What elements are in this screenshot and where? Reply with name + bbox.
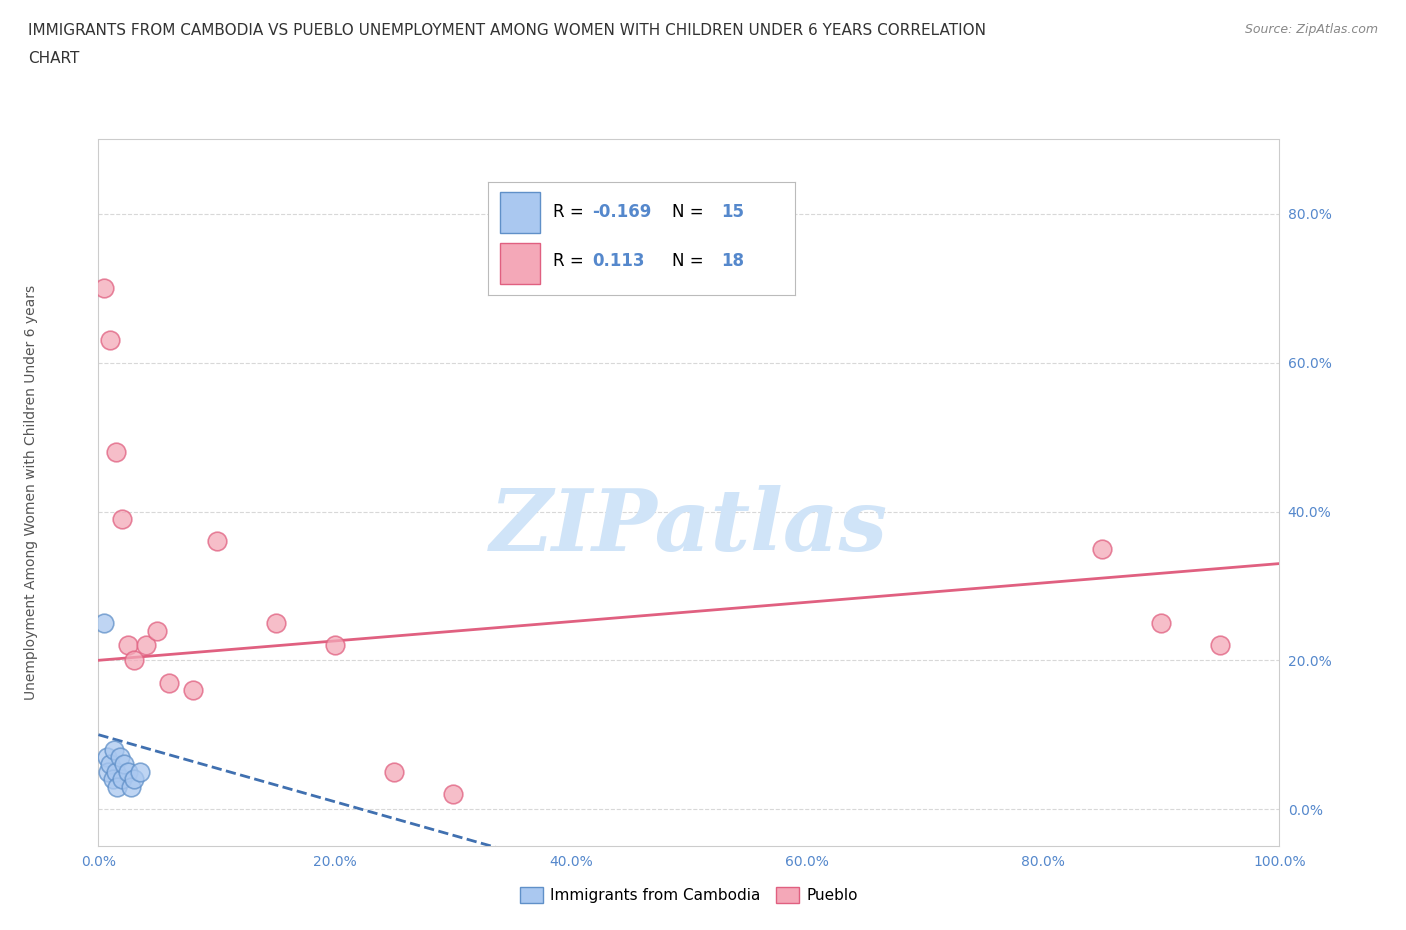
- Point: [117, 764, 139, 779]
- Point: [105, 779, 128, 794]
- Point: [111, 512, 134, 526]
- FancyBboxPatch shape: [501, 193, 540, 232]
- Point: [111, 772, 134, 787]
- Point: [105, 764, 128, 779]
- Text: -0.169: -0.169: [592, 204, 652, 221]
- Point: [121, 779, 143, 794]
- Point: [101, 772, 124, 787]
- Text: Unemployment Among Women with Children Under 6 years: Unemployment Among Women with Children U…: [24, 286, 38, 700]
- Point: [441, 787, 464, 802]
- Point: [1150, 616, 1173, 631]
- Point: [264, 616, 287, 631]
- Point: [108, 750, 131, 764]
- Text: N =: N =: [672, 252, 709, 270]
- Point: [97, 764, 120, 779]
- Point: [112, 757, 135, 772]
- Point: [103, 742, 125, 757]
- Point: [98, 757, 121, 772]
- Point: [93, 616, 115, 631]
- Point: [105, 445, 128, 459]
- Point: [1091, 541, 1114, 556]
- Text: Source: ZipAtlas.com: Source: ZipAtlas.com: [1244, 23, 1378, 36]
- Point: [117, 638, 139, 653]
- Legend: Immigrants from Cambodia, Pueblo: Immigrants from Cambodia, Pueblo: [513, 881, 865, 910]
- Text: CHART: CHART: [28, 51, 80, 66]
- Point: [122, 653, 145, 668]
- Text: R =: R =: [553, 204, 589, 221]
- Point: [146, 623, 169, 638]
- Point: [157, 675, 180, 690]
- Point: [128, 764, 150, 779]
- Point: [323, 638, 346, 653]
- Point: [181, 683, 204, 698]
- Text: 0.113: 0.113: [592, 252, 645, 270]
- Text: 15: 15: [721, 204, 745, 221]
- Text: IMMIGRANTS FROM CAMBODIA VS PUEBLO UNEMPLOYMENT AMONG WOMEN WITH CHILDREN UNDER : IMMIGRANTS FROM CAMBODIA VS PUEBLO UNEMP…: [28, 23, 986, 38]
- Point: [135, 638, 157, 653]
- Point: [1209, 638, 1232, 653]
- Point: [96, 750, 118, 764]
- Text: 18: 18: [721, 252, 745, 270]
- Text: N =: N =: [672, 204, 709, 221]
- Point: [122, 772, 145, 787]
- Point: [382, 764, 405, 779]
- Text: R =: R =: [553, 252, 589, 270]
- FancyBboxPatch shape: [501, 243, 540, 284]
- Text: ZIPatlas: ZIPatlas: [489, 485, 889, 568]
- Point: [93, 281, 115, 296]
- Point: [98, 333, 121, 348]
- Point: [205, 534, 228, 549]
